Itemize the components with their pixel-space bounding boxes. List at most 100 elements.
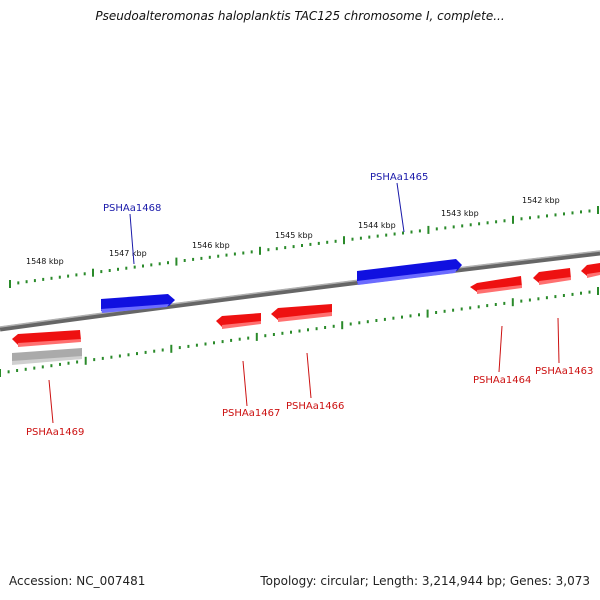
outer-minor-tick xyxy=(75,273,78,277)
gene-arrow-PSHAa1467[interactable] xyxy=(216,313,261,329)
outer-minor-tick xyxy=(580,210,582,214)
outer-minor-tick xyxy=(418,229,421,233)
scale-label-1545: 1545 kbp xyxy=(275,231,313,240)
callout-line-PSHAa1465 xyxy=(396,182,405,233)
outer-minor-tick xyxy=(125,266,128,270)
inner-minor-tick xyxy=(392,316,395,320)
outer-minor-tick xyxy=(250,250,253,254)
inner-minor-tick xyxy=(562,294,565,297)
outer-major-tick xyxy=(343,236,345,245)
inner-minor-tick xyxy=(571,292,574,296)
gene-arrow-PSHAa1468[interactable] xyxy=(101,294,175,313)
outer-minor-tick xyxy=(142,264,144,268)
inner-minor-tick xyxy=(349,322,352,326)
scale-label-1544: 1544 kbp xyxy=(358,221,396,230)
outer-minor-tick xyxy=(393,232,396,236)
outer-minor-tick xyxy=(461,224,464,228)
genome-summary-text: Topology: circular; Length: 3,214,944 bp… xyxy=(260,574,590,588)
outer-minor-tick xyxy=(67,274,70,278)
gene-label-PSHAa1467[interactable]: PSHAa1467 xyxy=(222,408,280,419)
inner-minor-tick xyxy=(520,299,523,303)
gene-label-PSHAa1463[interactable]: PSHAa1463 xyxy=(535,366,593,377)
inner-minor-tick xyxy=(545,296,548,300)
inner-minor-tick xyxy=(494,303,497,306)
inner-minor-tick xyxy=(93,358,96,362)
inner-minor-tick xyxy=(59,362,61,366)
feature-arrow-grey[interactable] xyxy=(12,348,82,365)
gene-arrow-PSHAa1463[interactable] xyxy=(533,268,571,285)
gene-label-PSHAa1466[interactable]: PSHAa1466 xyxy=(286,401,344,412)
outer-minor-tick xyxy=(150,263,153,267)
inner-minor-tick xyxy=(332,324,335,328)
outer-minor-tick xyxy=(410,230,413,234)
outer-minor-tick xyxy=(469,223,472,227)
inner-minor-tick xyxy=(161,348,164,352)
outer-minor-tick xyxy=(100,270,103,274)
outer-minor-tick xyxy=(520,217,523,221)
inner-minor-tick xyxy=(127,353,130,357)
outer-minor-tick xyxy=(183,259,186,262)
outer-minor-tick xyxy=(571,211,574,215)
callout-line-PSHAa1468 xyxy=(129,213,135,265)
scale-label-1543: 1543 kbp xyxy=(441,209,479,218)
gene-label-PSHAa1469[interactable]: PSHAa1469 xyxy=(26,427,84,438)
outer-minor-tick xyxy=(309,242,312,246)
inner-minor-tick xyxy=(366,320,369,324)
inner-minor-tick xyxy=(33,366,36,370)
inner-minor-tick xyxy=(435,311,438,314)
inner-minor-tick xyxy=(118,354,121,358)
outer-minor-tick xyxy=(326,240,329,244)
inner-minor-tick xyxy=(101,356,104,360)
inner-minor-tick xyxy=(204,342,207,346)
outer-minor-tick xyxy=(158,262,161,266)
outer-minor-tick xyxy=(242,251,245,255)
outer-major-tick xyxy=(259,246,261,255)
inner-minor-tick xyxy=(315,327,318,331)
scale-label-1546: 1546 kbp xyxy=(192,241,230,250)
outer-minor-tick xyxy=(275,247,278,251)
inner-minor-tick xyxy=(7,370,10,374)
chromosome-backbone xyxy=(0,250,600,332)
inner-minor-tick xyxy=(324,326,327,329)
inner-minor-tick xyxy=(24,367,27,371)
outer-minor-tick xyxy=(554,213,557,217)
outer-minor-tick xyxy=(200,256,203,260)
inner-minor-tick xyxy=(230,338,233,342)
inner-minor-tick xyxy=(187,344,190,348)
inner-minor-tick xyxy=(358,321,361,325)
outer-major-tick xyxy=(427,225,430,234)
gene-arrow-PSHAa1466[interactable] xyxy=(271,304,332,322)
gene-arrow-PSHAa1469[interactable] xyxy=(12,330,81,347)
gene-arrow-PSHAa1464[interactable] xyxy=(470,276,522,294)
outer-major-tick xyxy=(597,206,599,214)
inner-minor-tick xyxy=(195,343,198,347)
outer-minor-tick xyxy=(167,261,169,265)
gene-label-PSHAa1464[interactable]: PSHAa1464 xyxy=(473,375,531,386)
outer-minor-tick xyxy=(267,248,270,252)
outer-tick-track xyxy=(9,206,599,288)
outer-major-tick xyxy=(512,215,514,224)
inner-minor-tick xyxy=(110,355,113,359)
inner-major-tick xyxy=(426,309,429,318)
gene-label-PSHAa1465[interactable]: PSHAa1465 xyxy=(370,172,428,183)
gene-arrow-PSHAa1465[interactable] xyxy=(357,259,462,285)
inner-minor-tick xyxy=(452,308,455,312)
scale-label-1547: 1547 kbp xyxy=(109,249,147,258)
outer-minor-tick xyxy=(292,245,295,249)
inner-major-tick xyxy=(511,298,514,307)
outer-minor-tick xyxy=(33,279,36,283)
gene-label-PSHAa1468[interactable]: PSHAa1468 xyxy=(103,203,161,214)
callout-line-PSHAa1467 xyxy=(242,360,248,407)
inner-minor-tick xyxy=(221,340,224,344)
outer-minor-tick xyxy=(317,241,320,245)
gene-arrow-partial-right[interactable] xyxy=(581,263,600,278)
outer-minor-tick xyxy=(233,252,236,256)
inner-minor-tick xyxy=(383,317,386,321)
inner-minor-tick xyxy=(486,304,489,308)
outer-minor-tick xyxy=(503,219,506,223)
inner-minor-tick xyxy=(588,290,591,294)
outer-minor-tick xyxy=(402,231,404,235)
outer-minor-tick xyxy=(486,221,489,225)
